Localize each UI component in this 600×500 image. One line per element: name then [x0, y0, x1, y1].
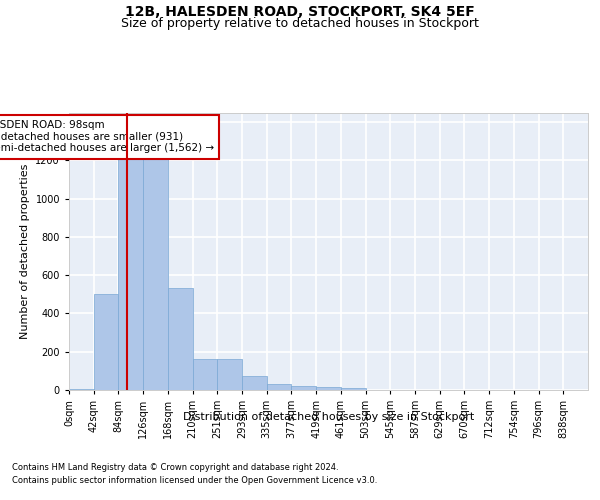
Text: 12B, HALESDEN ROAD, STOCKPORT, SK4 5EF: 12B, HALESDEN ROAD, STOCKPORT, SK4 5EF: [125, 5, 475, 19]
Bar: [193, 360, 217, 390]
Text: Contains HM Land Registry data © Crown copyright and database right 2024.: Contains HM Land Registry data © Crown c…: [12, 462, 338, 471]
Bar: [168, 288, 193, 390]
Bar: [267, 384, 292, 390]
Bar: [341, 388, 365, 390]
Text: Size of property relative to detached houses in Stockport: Size of property relative to detached ho…: [121, 18, 479, 30]
Bar: [69, 389, 94, 390]
Bar: [118, 152, 143, 390]
Y-axis label: Number of detached properties: Number of detached properties: [20, 164, 30, 339]
Bar: [242, 376, 267, 390]
Bar: [143, 152, 168, 390]
Text: Distribution of detached houses by size in Stockport: Distribution of detached houses by size …: [183, 412, 475, 422]
Bar: [94, 294, 118, 390]
Bar: [217, 360, 242, 390]
Text: Contains public sector information licensed under the Open Government Licence v3: Contains public sector information licen…: [12, 476, 377, 485]
Text: 12B HALESDEN ROAD: 98sqm
← 37% of detached houses are smaller (931)
62% of semi-: 12B HALESDEN ROAD: 98sqm ← 37% of detach…: [0, 120, 214, 154]
Bar: [316, 387, 341, 390]
Bar: [292, 386, 316, 390]
